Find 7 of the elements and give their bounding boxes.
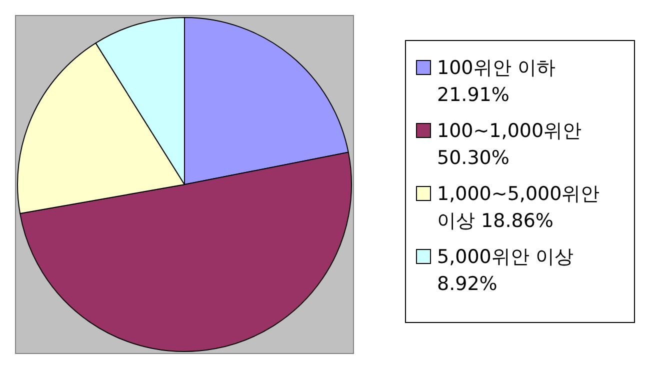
legend-label: 100~1,000위안 — [437, 120, 582, 142]
data-label: 8.92% — [437, 273, 498, 295]
data-label: 21.91% — [437, 84, 510, 106]
data-label: 50.30% — [437, 147, 510, 169]
legend-label: 100위안 이하 — [437, 57, 556, 79]
legend-label: 5,000위안 이상 — [437, 246, 574, 268]
legend-label: 1,000~5,000위안 이상 18.86% — [437, 182, 601, 234]
